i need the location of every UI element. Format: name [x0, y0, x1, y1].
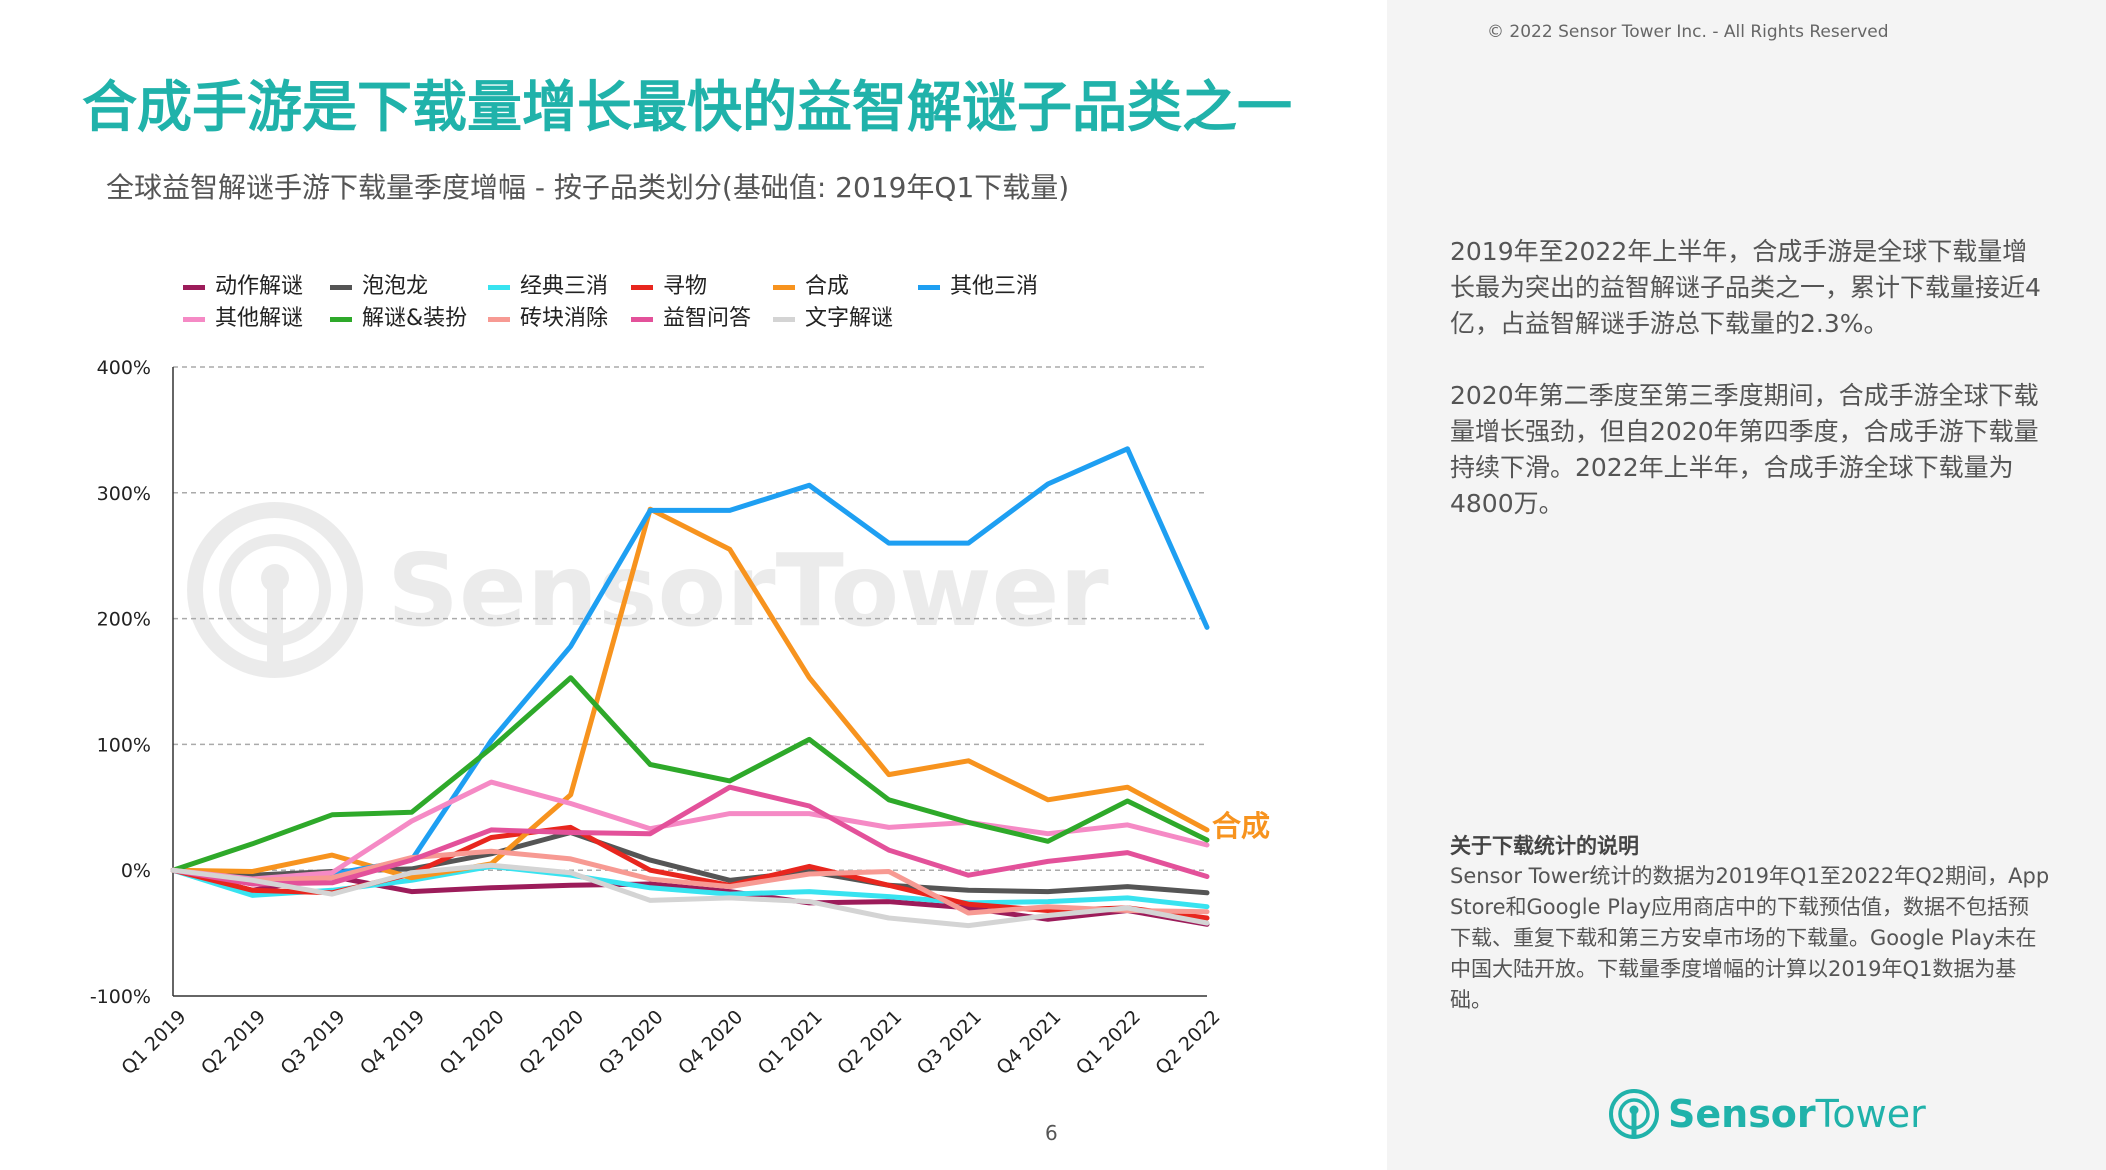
legend-label: 寻物: [663, 274, 708, 299]
legend-label: 合成: [805, 274, 850, 299]
chart-grid: [173, 366, 1207, 871]
legend-item: 解谜&装扮: [330, 300, 467, 332]
page-title: 合成手游是下载量增长最快的益智解谜子品类之一: [82, 75, 1293, 139]
legend-swatch: [488, 316, 510, 322]
legend-item: 经典三消: [488, 268, 608, 300]
x-tick-label: Q3 2021: [913, 1006, 986, 1079]
right-panel: [1387, 0, 2106, 1170]
y-tick-label: 0%: [121, 860, 151, 882]
legend-swatch: [330, 316, 352, 322]
legend-swatch: [183, 284, 205, 290]
legend-item: 其他解谜: [183, 300, 303, 332]
note-body: Sensor Tower统计的数据为2019年Q1至2022年Q2期间，App …: [1450, 864, 2050, 1012]
legend-label: 其他三消: [950, 274, 1039, 299]
legend-swatch: [183, 316, 205, 322]
x-tick-label: Q1 2021: [754, 1006, 827, 1079]
x-tick-label: Q2 2019: [197, 1006, 270, 1079]
y-tick-label: 100%: [97, 734, 151, 756]
series-line-8: [170, 848, 1210, 916]
legend-item: 砖块消除: [488, 300, 608, 332]
chart-axes: [172, 367, 1207, 997]
legend-item: 动作解谜: [183, 268, 303, 300]
legend-label: 动作解谜: [215, 274, 304, 299]
x-tick-label: Q2 2020: [515, 1006, 588, 1079]
x-tick-label: Q4 2019: [356, 1006, 429, 1079]
y-tick-label: -100%: [90, 986, 151, 1008]
series-line-9: [170, 784, 1210, 887]
y-tick-label: 300%: [97, 483, 151, 505]
series-line-4: [170, 506, 1210, 881]
legend-item: 泡泡龙: [330, 268, 428, 300]
x-tick-label: Q1 2019: [117, 1006, 190, 1079]
legend-item: 其他三消: [918, 268, 1038, 300]
chart-subtitle: 全球益智解谜手游下载量季度增幅 - 按子品类划分(基础值: 2019年Q1下载量…: [106, 171, 1070, 204]
x-tick-label: Q2 2022: [1151, 1006, 1224, 1079]
legend-swatch: [631, 284, 653, 290]
watermark: SensorTower: [185, 500, 1109, 680]
x-tick-label: Q3 2019: [276, 1006, 349, 1079]
legend-label: 解谜&装扮: [362, 306, 468, 331]
sensor-tower-logo-icon: [1609, 1089, 1659, 1139]
series-line-6: [170, 779, 1210, 882]
x-tick-label: Q1 2020: [436, 1006, 509, 1079]
legend-swatch: [488, 284, 510, 290]
legend-swatch: [918, 284, 940, 290]
legend-label: 经典三消: [520, 274, 609, 299]
note-title: 关于下载统计的说明: [1450, 834, 1639, 858]
x-tick-label: Q1 2022: [1072, 1006, 1145, 1079]
page-number: 6: [1045, 1121, 1058, 1145]
legend-label: 泡泡龙: [362, 274, 429, 299]
legend-label: 文字解谜: [805, 306, 894, 331]
x-tick-label: Q4 2020: [674, 1006, 747, 1079]
legend-item: 益智问答: [631, 300, 751, 332]
legend-item: 寻物: [631, 268, 707, 300]
series-line-5: [170, 446, 1210, 886]
sensor-tower-logo: SensorTower: [1608, 1088, 1926, 1140]
chart-series: [170, 446, 1210, 929]
summary-paragraph-1: 2019年至2022年上半年，合成手游是全球下载量增长最为突出的益智解谜子品类之…: [1450, 237, 2041, 338]
series-line-10: [170, 862, 1210, 929]
line-chart: -100%0%100%200%300%400%Q1 2019 Q2 2019 Q3 …: [90, 357, 1270, 1079]
series-line-7: [170, 675, 1210, 873]
x-tick-label: Q3 2020: [595, 1006, 668, 1079]
legend-item: 文字解谜: [773, 300, 893, 332]
legend-label: 其他解谜: [215, 306, 304, 331]
watermark-logo-icon: [187, 502, 363, 678]
y-tick-label: 400%: [97, 357, 151, 379]
legend-swatch: [773, 284, 795, 290]
y-tick-label: 200%: [97, 609, 151, 631]
legend-label: 砖块消除: [520, 306, 609, 331]
logo-text: SensorTower: [1668, 1092, 1926, 1136]
watermark-text: SensorTower: [387, 531, 1109, 649]
legend-item: 合成: [773, 268, 849, 300]
x-tick-label: Q4 2021: [992, 1006, 1065, 1079]
legend-swatch: [773, 316, 795, 322]
legend-label: 益智问答: [663, 306, 752, 331]
copyright-text: © 2022 Sensor Tower Inc. - All Rights Re…: [1487, 22, 1889, 42]
annotation-label: 合成: [1212, 809, 1270, 843]
x-tick-label: Q2 2021: [833, 1006, 906, 1079]
summary-paragraph-2: 2020年第二季度至第三季度期间，合成手游全球下载量增长强劲，但自2020年第四…: [1450, 381, 2039, 518]
legend-swatch: [631, 316, 653, 322]
legend-swatch: [330, 284, 352, 290]
